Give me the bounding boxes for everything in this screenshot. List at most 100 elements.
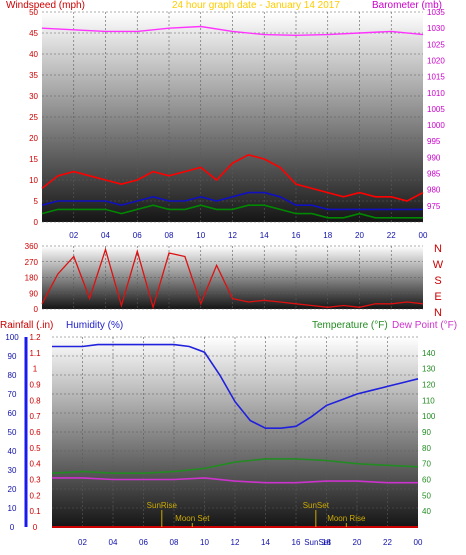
humidity-y-tick: 20: [8, 485, 17, 494]
temperature-y-tick: 110: [422, 396, 435, 405]
event-label: Moon Set: [175, 514, 210, 523]
humidity-x-tick: 10: [200, 538, 209, 547]
barometer-y-tick: 1020: [427, 56, 445, 65]
rainfall-y-tick: 0.2: [29, 491, 41, 500]
wind-y-tick: 30: [29, 92, 38, 101]
direction-y-tick: 270: [25, 258, 39, 267]
wind-y-tick: 45: [29, 29, 38, 38]
rainfall-y-tick: 0.3: [29, 476, 41, 485]
temperature-axis-title: Temperature (°F): [312, 320, 388, 331]
rainfall-y-tick: 0: [33, 523, 38, 532]
series-temperature: [51, 458, 419, 475]
barometer-y-tick: 1005: [427, 105, 445, 114]
series-gust: [41, 153, 424, 202]
rainfall-y-tick: 0.8: [29, 396, 41, 405]
rainfall-y-tick: 0.6: [29, 428, 41, 437]
temperature-y-tick: 140: [422, 349, 436, 358]
series-humidity: [52, 343, 419, 430]
temperature-y-tick: 70: [422, 460, 431, 469]
graph-date-title: 24 hour graph date - January 14 2017: [172, 0, 340, 11]
wind-x-tick: 10: [196, 231, 205, 240]
event-label: SunRise: [147, 501, 178, 510]
humidity-x-tick: 20: [353, 538, 362, 547]
humidity-x-tick: 14: [261, 538, 270, 547]
rainfall-y-tick: 1.2: [29, 333, 41, 342]
compass-label: E: [434, 291, 441, 303]
wind-x-tick: 18: [323, 231, 332, 240]
humidity-y-tick: 60: [8, 409, 17, 418]
series-dew-point: [52, 477, 418, 484]
event-label: SunSet: [303, 501, 330, 510]
humidity-x-tick: 06: [139, 538, 148, 547]
barometer-y-tick: 985: [427, 170, 441, 179]
rainfall-y-tick: 1.1: [29, 349, 41, 358]
wind-x-tick: 06: [133, 231, 142, 240]
barometer-y-tick: 995: [427, 137, 441, 146]
compass-label: S: [434, 275, 441, 287]
humidity-x-tick: 02: [78, 538, 87, 547]
wind-y-tick: 10: [29, 176, 38, 185]
temperature-y-tick: 120: [422, 381, 436, 390]
barometer-y-tick: 975: [427, 202, 441, 211]
barometer-axis-title: Barometer (mb): [372, 0, 443, 11]
wind-x-tick: 00: [419, 231, 428, 240]
humidity-y-tick: 30: [8, 466, 17, 475]
humidity-y-tick: 50: [8, 428, 17, 437]
direction-y-tick: 180: [25, 274, 39, 283]
rainfall-y-tick: 0.7: [29, 412, 41, 421]
barometer-y-tick: 1010: [427, 89, 445, 98]
series-average: [41, 191, 423, 211]
barometer-y-tick: 1025: [427, 40, 445, 49]
wind-y-tick: 40: [29, 50, 38, 59]
humidity-y-tick: 80: [8, 371, 17, 380]
series-barometer: [41, 25, 424, 37]
humidity-x-tick: 08: [170, 538, 179, 547]
humidity-y-tick: 40: [8, 447, 17, 456]
compass-label: N: [434, 307, 442, 319]
temperature-y-tick: 60: [422, 476, 431, 485]
wind-axis-title: Windspeed (mph): [6, 0, 85, 11]
barometer-y-tick: 990: [427, 153, 441, 162]
direction-y-tick: 0: [34, 305, 39, 314]
wind-x-tick: 08: [165, 231, 174, 240]
direction-y-tick: 360: [25, 242, 39, 251]
rainfall-y-tick: 0.9: [29, 381, 41, 390]
barometer-y-tick: 1030: [427, 24, 445, 33]
rainfall-y-tick: 0.5: [29, 444, 41, 453]
temperature-y-tick: 80: [422, 444, 431, 453]
temperature-y-tick: 100: [422, 412, 436, 421]
series-direction: [41, 247, 424, 310]
barometer-y-tick: 1000: [427, 121, 445, 130]
compass-label: W: [433, 259, 444, 271]
wind-y-tick: 20: [29, 134, 38, 143]
temperature-y-tick: 40: [422, 507, 431, 516]
event-label: Moon Rise: [327, 514, 366, 523]
wind-x-tick: 14: [260, 231, 269, 240]
wind-y-tick: 5: [34, 197, 39, 206]
wind-x-tick: 20: [355, 231, 364, 240]
humidity-x-tick: 04: [109, 538, 118, 547]
wind-y-tick: 50: [29, 8, 38, 17]
humidity-x-extra: SunSet: [304, 538, 331, 547]
wind-x-tick: 22: [387, 231, 396, 240]
direction-y-tick: 90: [29, 289, 38, 298]
wind-y-tick: 25: [29, 113, 38, 122]
humidity-x-tick: 12: [231, 538, 240, 547]
dewpoint-axis-title: Dew Point (°F): [392, 320, 458, 331]
humidity-x-tick: 22: [383, 538, 392, 547]
series-low: [41, 204, 423, 219]
barometer-y-tick: 980: [427, 186, 441, 195]
temperature-y-tick: 130: [422, 365, 436, 374]
humidity-x-tick: 18: [322, 538, 331, 547]
humidity-y-tick: 10: [8, 504, 17, 513]
humidity-x-tick: 16: [292, 538, 301, 547]
wind-x-tick: 04: [101, 231, 110, 240]
wind-x-tick: 12: [228, 231, 237, 240]
temperature-y-tick: 50: [422, 491, 431, 500]
rainfall-y-tick: 1: [33, 365, 38, 374]
humidity-y-tick: 90: [8, 352, 17, 361]
barometer-y-tick: 1015: [427, 73, 445, 82]
wind-y-tick: 35: [29, 71, 38, 80]
